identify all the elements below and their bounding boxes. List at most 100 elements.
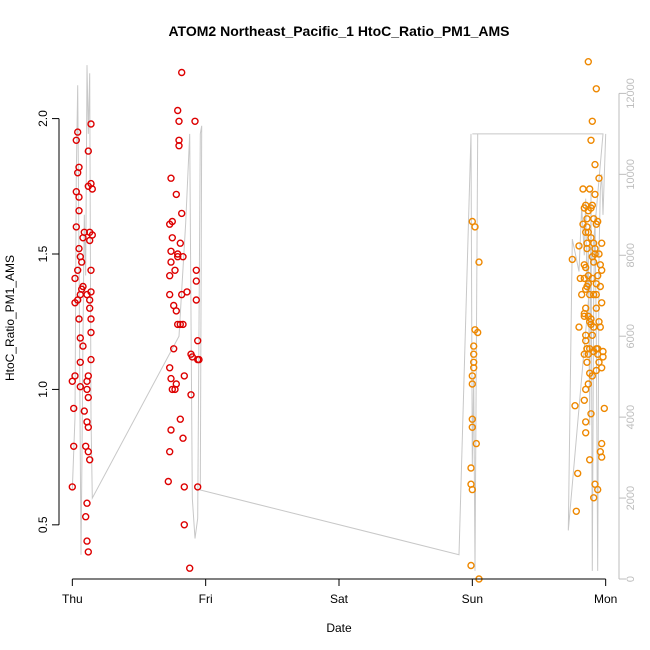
data-point bbox=[592, 290, 600, 299]
data-point bbox=[175, 117, 183, 126]
data-point bbox=[73, 128, 82, 136]
data-point bbox=[574, 469, 582, 478]
y2-tick-label: 12000 bbox=[625, 78, 637, 109]
data-point bbox=[598, 453, 606, 461]
data-point bbox=[88, 231, 97, 239]
data-point bbox=[575, 242, 583, 250]
data-point bbox=[85, 456, 94, 464]
data-point bbox=[69, 404, 78, 413]
x-tick-label: Thu bbox=[62, 592, 83, 606]
data-point bbox=[587, 136, 595, 145]
data-point bbox=[470, 358, 478, 366]
data-point bbox=[83, 537, 91, 545]
data-point bbox=[179, 320, 187, 329]
data-point bbox=[72, 223, 81, 231]
data-point bbox=[598, 239, 606, 247]
y-tick-label: 1.0 bbox=[36, 381, 50, 398]
chart-title: ATOM2 Northeast_Pacific_1 HtoC_Ratio_PM1… bbox=[168, 23, 509, 39]
data-point bbox=[582, 337, 590, 345]
y-tick-label: 2.0 bbox=[36, 110, 50, 127]
secondary-line-layer bbox=[71, 65, 607, 571]
data-point bbox=[583, 215, 591, 223]
data-point bbox=[575, 323, 583, 331]
data-point bbox=[80, 407, 89, 415]
data-point bbox=[591, 190, 599, 199]
data-point bbox=[176, 415, 185, 423]
data-point bbox=[596, 323, 604, 331]
data-point bbox=[582, 263, 590, 272]
data-point bbox=[169, 345, 178, 353]
data-point bbox=[167, 426, 175, 434]
data-point bbox=[590, 290, 598, 299]
data-point bbox=[76, 358, 85, 366]
data-point bbox=[470, 350, 478, 358]
data-point bbox=[595, 250, 603, 258]
data-point bbox=[167, 258, 175, 266]
data-point bbox=[598, 299, 606, 307]
axes-layer: Thu Fri Sat Sun Mon 0.5 1.0 1.5 2.0 0 2000 4000 6000… bbox=[36, 78, 637, 606]
data-point bbox=[579, 185, 587, 193]
data-point bbox=[180, 521, 189, 529]
data-point bbox=[588, 201, 596, 210]
data-point bbox=[84, 423, 93, 431]
data-point bbox=[75, 163, 83, 172]
data-point bbox=[583, 239, 591, 247]
data-point bbox=[591, 160, 599, 169]
data-point bbox=[578, 290, 586, 299]
data-point bbox=[68, 483, 77, 491]
data-point bbox=[85, 304, 94, 312]
data-point bbox=[600, 404, 608, 413]
data-point bbox=[79, 342, 87, 350]
data-point bbox=[84, 393, 93, 402]
data-point bbox=[587, 410, 595, 418]
x-axis-label: Date bbox=[326, 621, 352, 635]
data-point bbox=[84, 548, 93, 556]
data-point bbox=[584, 58, 592, 66]
y2-tick-label: 8000 bbox=[625, 243, 637, 267]
data-point bbox=[84, 372, 93, 380]
data-point bbox=[592, 85, 600, 93]
data-point bbox=[85, 296, 94, 304]
data-point bbox=[83, 499, 91, 507]
data-point bbox=[598, 266, 606, 274]
data-point bbox=[185, 564, 194, 572]
data-point bbox=[598, 364, 606, 372]
secondary-series-line bbox=[71, 65, 607, 571]
data-point bbox=[596, 282, 604, 291]
data-point bbox=[167, 247, 175, 256]
data-point bbox=[180, 372, 189, 380]
data-point bbox=[87, 266, 95, 274]
data-point bbox=[164, 477, 173, 486]
data-point bbox=[165, 364, 174, 372]
data-point bbox=[471, 223, 479, 231]
data-point bbox=[580, 312, 588, 320]
y2-tick-label: 10000 bbox=[625, 159, 637, 190]
data-point bbox=[165, 448, 174, 456]
data-point bbox=[468, 485, 476, 494]
x-tick-label: Sat bbox=[330, 592, 349, 606]
y2-tick-label: 6000 bbox=[625, 324, 637, 348]
data-point bbox=[75, 193, 83, 201]
y2-tick-label: 2000 bbox=[625, 486, 637, 510]
data-point bbox=[192, 296, 201, 304]
data-point bbox=[167, 374, 175, 383]
points-layer bbox=[68, 58, 608, 583]
data-point bbox=[580, 396, 588, 404]
data-point bbox=[583, 358, 591, 366]
x-tick-label: Fri bbox=[199, 592, 213, 606]
data-point bbox=[584, 280, 592, 288]
data-point bbox=[79, 282, 87, 291]
data-point bbox=[588, 372, 596, 380]
data-point bbox=[586, 185, 594, 193]
data-point bbox=[179, 434, 187, 442]
data-point bbox=[470, 342, 478, 350]
y-tick-label: 0.5 bbox=[36, 516, 50, 533]
data-point bbox=[193, 483, 202, 491]
data-point bbox=[584, 380, 592, 388]
data-point bbox=[594, 485, 602, 494]
data-point bbox=[77, 258, 86, 266]
data-point bbox=[76, 383, 85, 391]
data-point bbox=[175, 136, 183, 145]
data-point bbox=[467, 464, 475, 472]
